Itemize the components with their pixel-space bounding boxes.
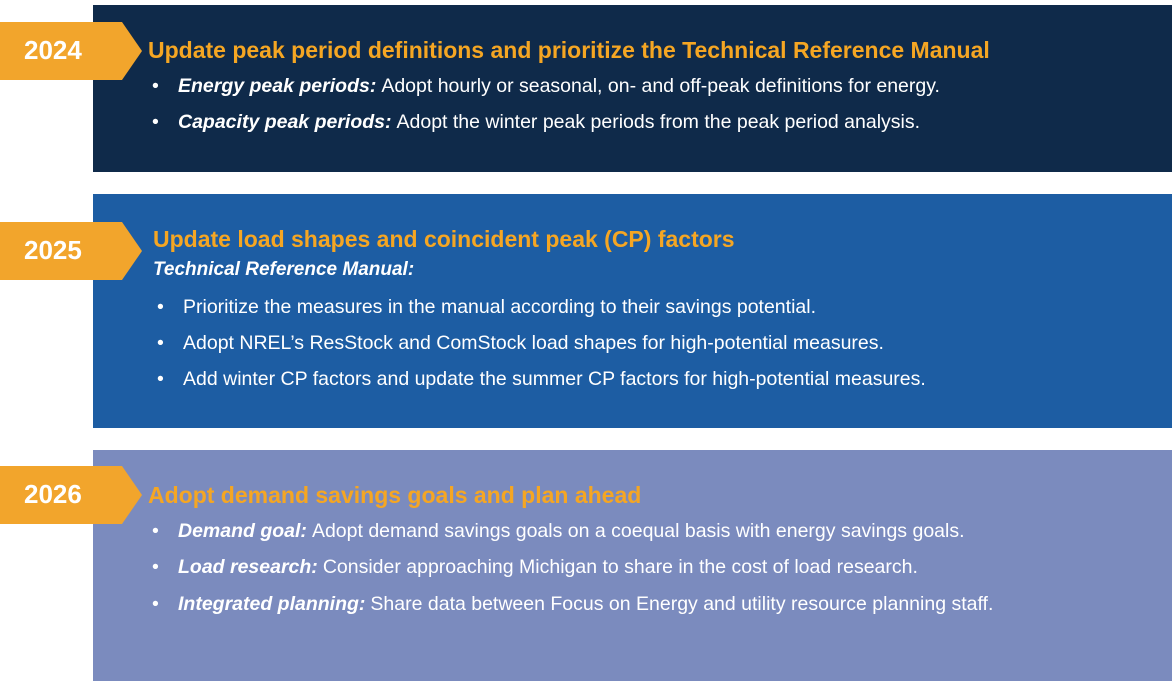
bullet-lead: Integrated planning: (178, 593, 366, 615)
year-label: 2025 (24, 235, 82, 265)
panel-title: Update peak period definitions and prior… (148, 37, 990, 63)
bullet-item: Capacity peak periods:Adopt the winter p… (148, 104, 1172, 140)
bullet-lead: Load research: (178, 556, 318, 578)
panel-title: Adopt demand savings goals and plan ahea… (148, 482, 642, 508)
timeline-panel: Update load shapes and coincident peak (… (93, 194, 1172, 428)
bullet-list: Prioritize the measures in the manual ac… (153, 289, 1172, 397)
timeline-panel: Adopt demand savings goals and plan ahea… (93, 450, 1172, 681)
year-tag: 2025 (0, 222, 142, 280)
timeline-panel: Update peak period definitions and prior… (93, 5, 1172, 172)
bullet-item: Integrated planning:Share data between F… (148, 589, 1068, 619)
bullet-lead: Capacity peak periods: (178, 111, 392, 133)
bullet-item: Adopt NREL’s ResStock and ComStock load … (153, 325, 1172, 361)
year-label: 2024 (24, 35, 82, 65)
year-tag: 2026 (0, 466, 142, 524)
panel-title: Update load shapes and coincident peak (… (153, 226, 735, 252)
bullet-text: Prioritize the measures in the manual ac… (183, 296, 816, 318)
bullet-item: Energy peak periods:Adopt hourly or seas… (148, 68, 1172, 104)
year-arrow (0, 222, 142, 280)
bullet-text: Adopt the winter peak periods from the p… (396, 111, 921, 133)
year-arrow (0, 22, 142, 80)
year-label: 2026 (24, 479, 82, 509)
panel-subtitle: Technical Reference Manual: (153, 259, 415, 280)
bullet-text: Share data between Focus on Energy and u… (370, 593, 994, 615)
bullet-item: Prioritize the measures in the manual ac… (153, 289, 1172, 325)
bullet-text: Adopt demand savings goals on a coequal … (311, 520, 965, 542)
bullet-text: Adopt NREL’s ResStock and ComStock load … (183, 332, 884, 354)
bullet-text: Adopt hourly or seasonal, on- and off-pe… (381, 75, 940, 97)
bullet-item: Add winter CP factors and update the sum… (153, 361, 1172, 397)
year-arrow (0, 466, 142, 524)
year-tag: 2024 (0, 22, 142, 80)
bullet-item: Load research:Consider approaching Michi… (148, 549, 1172, 585)
bullet-list: Demand goal:Adopt demand savings goals o… (148, 513, 1172, 619)
bullet-lead: Energy peak periods: (178, 75, 377, 97)
bullet-item: Demand goal:Adopt demand savings goals o… (148, 513, 1172, 549)
bullet-list: Energy peak periods:Adopt hourly or seas… (148, 68, 1172, 140)
bullet-lead: Demand goal: (178, 520, 307, 542)
bullet-text: Add winter CP factors and update the sum… (183, 368, 926, 390)
bullet-text: Consider approaching Michigan to share i… (322, 556, 918, 578)
